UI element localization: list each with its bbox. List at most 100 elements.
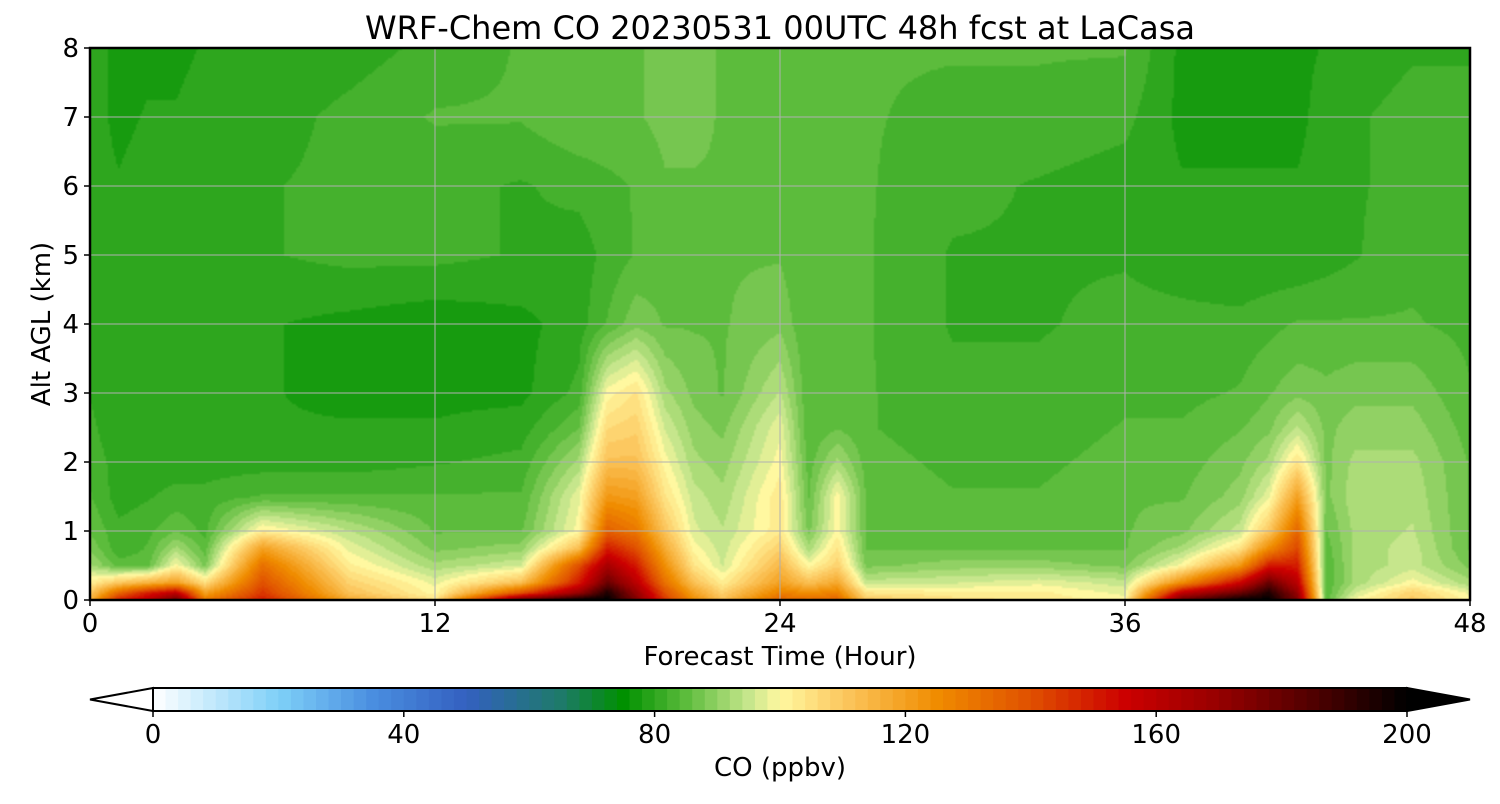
y-tick-label: 2 <box>62 448 79 478</box>
colorbar-tick-label: 120 <box>881 720 931 750</box>
colorbar-segment <box>1356 688 1370 711</box>
colorbar-segment <box>604 688 618 711</box>
grid-lines <box>90 48 1470 600</box>
colorbar-segment <box>1281 688 1295 711</box>
colorbar-segment <box>290 688 305 711</box>
colorbar-segment <box>1381 688 1396 711</box>
colorbar-segment <box>654 688 668 711</box>
colorbar-segment <box>1068 688 1082 711</box>
colorbar-segment <box>529 688 543 711</box>
colorbar-segment <box>1106 688 1120 711</box>
colorbar-segment <box>353 688 367 711</box>
colorbar-segment <box>1005 688 1019 711</box>
colorbar-segment <box>1319 688 1333 711</box>
x-axis: 0 12 24 36 48 <box>82 600 1487 639</box>
colorbar-extend-low <box>89 686 154 713</box>
y-tick-label: 8 <box>62 34 79 64</box>
y-tick-label: 7 <box>62 103 79 133</box>
colorbar-segment <box>930 688 944 711</box>
colorbar-segment <box>855 688 869 711</box>
colorbar-segment <box>780 688 794 711</box>
y-tick-label: 5 <box>62 241 79 271</box>
colorbar-segment <box>278 688 292 711</box>
colorbar-frame <box>152 687 1408 712</box>
colorbar-segment <box>504 688 518 711</box>
colorbar-segment <box>1181 688 1195 711</box>
colorbar-segment <box>754 688 769 711</box>
colorbar-segment <box>253 688 267 711</box>
y-axis-label: Alt AGL (km) <box>27 242 57 406</box>
colorbar-segment <box>817 688 831 711</box>
y-tick-label: 1 <box>62 517 79 547</box>
y-tick-label: 6 <box>62 172 79 202</box>
colorbar-segment <box>667 688 681 711</box>
colorbar-segment <box>341 688 355 711</box>
colorbar-segment <box>403 688 417 711</box>
colorbar-segment <box>968 688 982 711</box>
colorbar-segment <box>1256 688 1270 711</box>
x-tick-label: 48 <box>1453 609 1486 639</box>
colorbar-segment <box>516 688 530 711</box>
y-tick-label: 0 <box>62 586 79 616</box>
colorbar-segment <box>579 688 593 711</box>
colorbar-segment <box>228 688 242 711</box>
colorbar-segment <box>905 688 919 711</box>
y-axis: 0 1 2 3 4 5 6 7 8 <box>62 34 90 616</box>
colorbar-segment <box>1294 688 1308 711</box>
colorbar-segment <box>190 688 204 711</box>
colorbar-segment <box>917 688 932 711</box>
colorbar-segment <box>1143 688 1157 711</box>
y-tick-label: 3 <box>62 379 79 409</box>
colorbar-segment <box>1269 688 1283 711</box>
colorbar-segment <box>378 688 392 711</box>
colorbar-segment <box>479 688 493 711</box>
colorbar-segment <box>629 688 643 711</box>
colorbar-segment <box>303 688 317 711</box>
colorbar-segment <box>466 688 480 711</box>
colorbar-segment <box>554 688 568 711</box>
colorbar-segment <box>328 688 342 711</box>
colorbar-segment <box>1369 688 1383 711</box>
colorbar-segment <box>566 688 580 711</box>
colorbar-segment <box>316 688 330 711</box>
colorbar-segment <box>491 688 505 711</box>
colorbar-segment <box>1344 688 1358 711</box>
colorbar-segment <box>203 688 217 711</box>
colorbar-label: CO (ppbv) <box>714 753 846 783</box>
colorbar-segment <box>1193 688 1207 711</box>
colorbar-segment <box>1394 688 1408 711</box>
colorbar-segment <box>428 688 443 711</box>
colorbar-segment <box>792 688 806 711</box>
colorbar-segment <box>767 688 781 711</box>
colorbar-segment <box>240 688 254 711</box>
colorbar-segment <box>153 688 167 711</box>
chart-title: WRF-Chem CO 20230531 00UTC 48h fcst at L… <box>365 9 1195 47</box>
colorbar-segment <box>1168 688 1182 711</box>
colorbar-segment <box>1080 688 1095 711</box>
colorbar-segment <box>416 688 430 711</box>
colorbar-segment <box>1306 688 1320 711</box>
colorbar: 0 40 80 120 160 200 <box>89 686 1471 750</box>
colorbar-segment <box>805 688 819 711</box>
colorbar-segment <box>1131 688 1145 711</box>
x-tick-label: 36 <box>1108 609 1141 639</box>
colorbar-segment <box>1055 688 1070 711</box>
colorbar-tick-label: 200 <box>1382 720 1432 750</box>
colorbar-segment <box>1043 688 1057 711</box>
colorbar-segment <box>993 688 1007 711</box>
colorbar-segment <box>980 688 994 711</box>
colorbar-tick-label: 40 <box>387 720 420 750</box>
colorbar-segment <box>892 688 906 711</box>
colorbar-segment <box>955 688 969 711</box>
colorbar-segment <box>265 688 279 711</box>
colorbar-segment <box>692 688 706 711</box>
colorbar-segment <box>842 688 856 711</box>
colorbar-extend-high <box>1406 686 1471 713</box>
colorbar-segment <box>1331 688 1345 711</box>
colorbar-segment <box>366 688 380 711</box>
x-tick-label: 0 <box>82 609 99 639</box>
y-tick-label: 4 <box>62 310 79 340</box>
colorbar-segment <box>1093 688 1107 711</box>
